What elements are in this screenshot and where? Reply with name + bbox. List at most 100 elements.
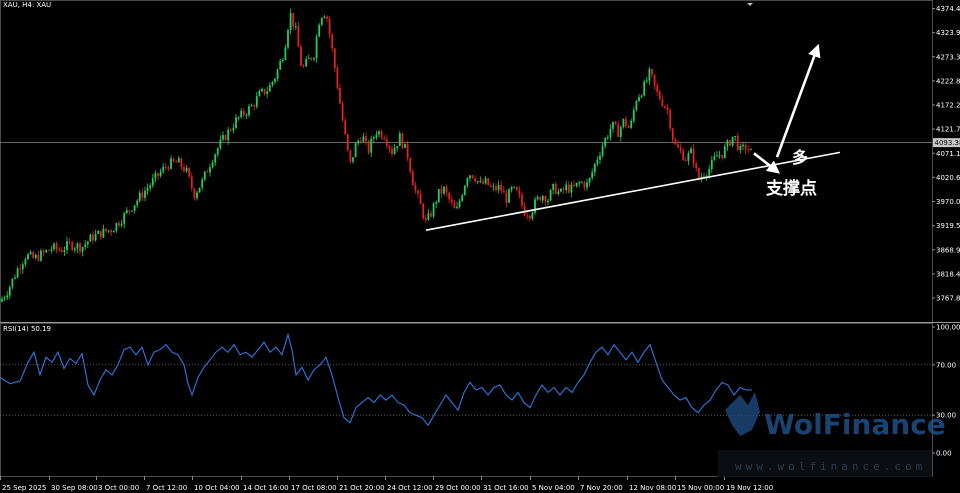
rsi-series-line bbox=[0, 332, 752, 427]
candle-body bbox=[81, 246, 84, 252]
candle-body bbox=[203, 171, 206, 180]
candle-body bbox=[638, 96, 640, 102]
candle-body bbox=[222, 135, 224, 140]
candle-body bbox=[188, 168, 191, 177]
candle-body bbox=[437, 189, 440, 203]
candle-body bbox=[292, 13, 295, 27]
candle-body bbox=[435, 202, 438, 204]
candle-body bbox=[409, 158, 412, 172]
candle-body bbox=[541, 196, 544, 201]
candle-body bbox=[209, 167, 211, 173]
candle-body bbox=[565, 184, 568, 190]
candle-body bbox=[151, 178, 154, 186]
annotation-long: 多 bbox=[792, 148, 808, 167]
candle-body bbox=[593, 163, 596, 173]
candle-body bbox=[144, 190, 146, 198]
candle-body bbox=[162, 166, 165, 172]
candle-body bbox=[16, 268, 19, 278]
candle-body bbox=[307, 57, 310, 59]
candle-body bbox=[276, 69, 279, 79]
candle-body bbox=[331, 34, 334, 49]
candle-body bbox=[198, 187, 201, 193]
candle-body bbox=[120, 223, 123, 226]
candle-body bbox=[29, 252, 32, 255]
candle-body bbox=[68, 241, 71, 243]
candle-body bbox=[37, 254, 40, 261]
candle-body bbox=[601, 146, 604, 156]
candle-body bbox=[622, 118, 625, 128]
candle-body bbox=[411, 171, 414, 186]
candle-body bbox=[445, 186, 448, 193]
candle-body bbox=[279, 60, 282, 70]
candle-body bbox=[729, 140, 731, 146]
candle-body bbox=[554, 183, 557, 194]
candle-body bbox=[242, 110, 245, 116]
trend-arrow bbox=[753, 152, 781, 174]
candle-body bbox=[430, 213, 432, 217]
candle-body bbox=[578, 182, 581, 184]
x-axis-tick-label: 25 Sep 2025 bbox=[2, 484, 46, 492]
candle-body bbox=[159, 171, 162, 176]
candle-body bbox=[645, 80, 648, 82]
candles-group bbox=[1, 8, 752, 303]
candle-body bbox=[508, 189, 510, 203]
candle-body bbox=[612, 121, 614, 129]
candle-body bbox=[367, 140, 370, 153]
candle-body bbox=[521, 194, 523, 206]
candle-body bbox=[263, 88, 266, 95]
candle-body bbox=[588, 178, 591, 183]
candle-body bbox=[539, 196, 542, 201]
wolf-logo-icon bbox=[725, 392, 760, 436]
candle-body bbox=[185, 168, 188, 172]
candle-body bbox=[552, 183, 555, 191]
candle-body bbox=[310, 57, 313, 60]
watermark-url-bg bbox=[718, 450, 932, 477]
candle-body bbox=[380, 131, 383, 138]
candle-body bbox=[323, 16, 326, 18]
candle-body bbox=[393, 147, 396, 155]
candle-body bbox=[32, 252, 35, 258]
candle-body bbox=[666, 107, 669, 111]
candle-body bbox=[123, 213, 126, 224]
candle-body bbox=[440, 189, 443, 194]
candle-body bbox=[271, 81, 274, 85]
candle-body bbox=[734, 135, 737, 137]
candle-body bbox=[354, 143, 357, 158]
candle-body bbox=[463, 185, 466, 196]
candle-body bbox=[560, 188, 562, 192]
candle-body bbox=[484, 178, 487, 184]
candle-body bbox=[448, 192, 451, 200]
candle-body bbox=[664, 106, 666, 108]
candle-body bbox=[742, 144, 744, 147]
x-axis-tick-label: 10 Oct 04:00 bbox=[194, 484, 240, 492]
candle-body bbox=[731, 136, 734, 146]
candle-body bbox=[300, 46, 302, 66]
candle-body bbox=[567, 184, 570, 193]
candle-body bbox=[297, 26, 300, 47]
candle-body bbox=[281, 60, 284, 62]
candle-body bbox=[261, 88, 263, 92]
candle-body bbox=[99, 230, 102, 238]
candle-body bbox=[476, 181, 479, 183]
candle-body bbox=[55, 243, 58, 250]
y-axis-tick-label: 4374.45 bbox=[936, 5, 960, 13]
candle-body bbox=[458, 200, 461, 207]
candle-body bbox=[40, 250, 42, 261]
y-axis-tick-label: 4172.25 bbox=[936, 102, 960, 110]
candle-body bbox=[630, 120, 633, 128]
candle-body bbox=[313, 58, 315, 60]
candle-body bbox=[372, 137, 375, 139]
candle-body bbox=[125, 210, 128, 214]
y-axis-tick-label: 3919.50 bbox=[936, 222, 960, 230]
candle-body bbox=[432, 203, 435, 217]
candle-body bbox=[224, 135, 227, 141]
candle-body bbox=[73, 248, 76, 250]
y-axis-tick-label: 3818.40 bbox=[936, 270, 960, 278]
candle-body bbox=[45, 250, 48, 253]
candle-body bbox=[346, 134, 349, 151]
candle-body bbox=[47, 250, 50, 252]
candle-body bbox=[201, 179, 204, 188]
rsi-y-tick-label: 100.00 bbox=[936, 324, 960, 332]
